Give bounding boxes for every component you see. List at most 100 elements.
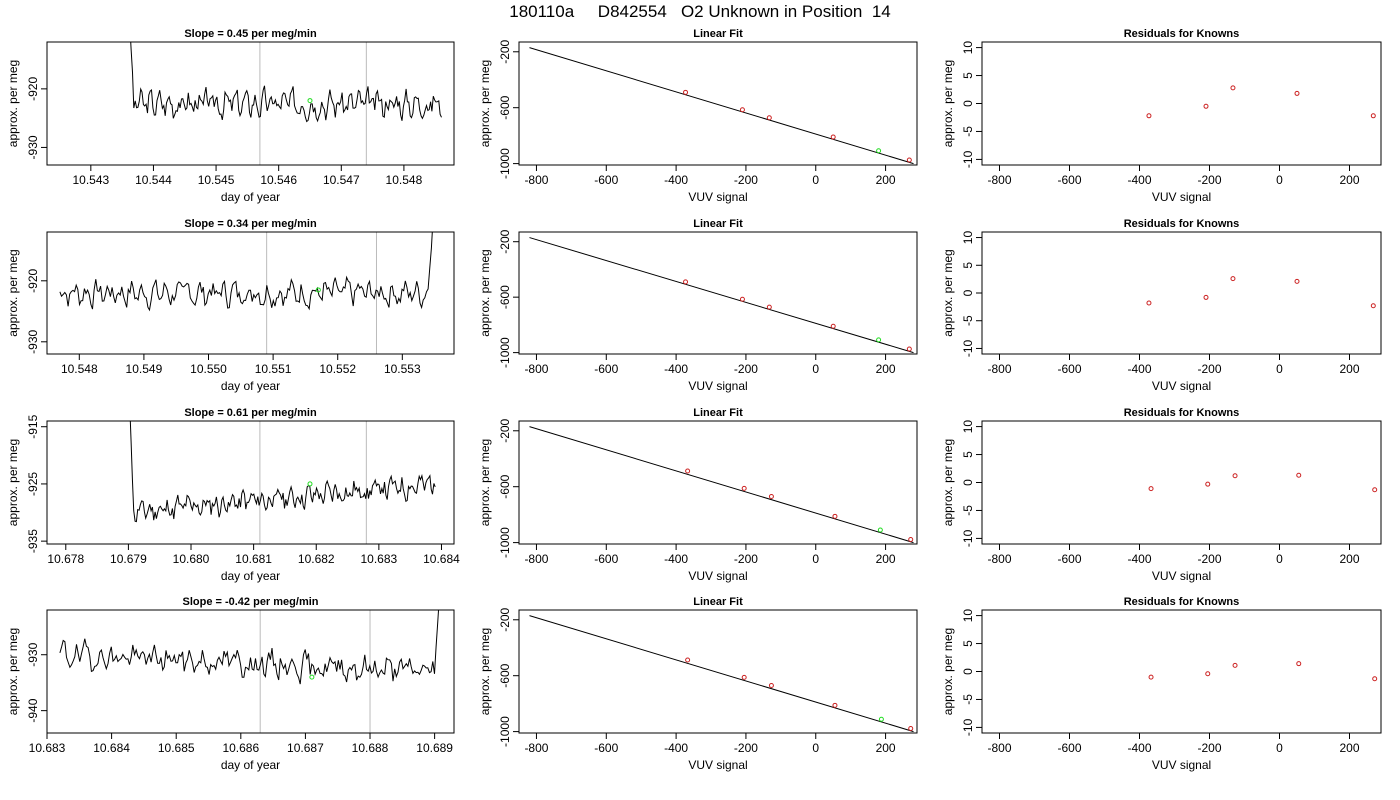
y-tick-label: 5 [961,451,975,458]
y-axis-label: approx. per meg [6,249,20,336]
x-tick-label: 10.689 [416,741,453,755]
fit-line [529,237,914,354]
chart-title: Residuals for Knowns [1124,28,1240,40]
known-point [1370,113,1376,119]
known-point [1146,300,1152,306]
known-point [1203,103,1209,109]
y-tick-label: -1000 [498,716,512,747]
y-axis-label: approx. per meg [941,60,955,147]
series-line [59,610,440,685]
plot-frame [981,420,1382,545]
y-axis-label: approx. per meg [941,628,955,715]
x-tick-label: 10.684 [93,741,130,755]
chart-title: Slope = 0.61 per meg/min [184,407,317,419]
page-title: 180110a D842554 O2 Unknown in Position 1… [509,2,891,21]
x-tick-label: -200 [1197,173,1221,187]
x-tick-label: 200 [876,552,896,566]
y-axis-label: approx. per meg [941,249,955,336]
x-tick-label: -200 [734,173,758,187]
plot-area [529,426,914,544]
x-tick-label: 10.679 [110,552,147,566]
y-tick-label: -200 [498,229,512,253]
known-point [739,107,745,113]
x-tick-label: 10.549 [126,362,163,376]
x-axis-label: VUV signal [688,758,747,772]
x-tick-label: -800 [987,173,1011,187]
known-point [1230,85,1236,91]
chart-panel-1: Slope = 0.45 per meg/min day of year appro… [6,28,455,204]
x-tick-label: -200 [1197,741,1221,755]
plot-area [1148,472,1378,493]
unknown-point [307,481,313,487]
chart-panel-12: Residuals for Knowns VUV signal approx. pe… [941,596,1382,772]
y-tick-label: -200 [498,607,512,631]
x-tick-label: 10.681 [235,552,272,566]
known-point [908,726,914,732]
chart-panel-3: Slope = 0.61 per meg/min day of year appro… [6,407,460,583]
x-tick-label: 10.548 [386,173,423,187]
known-point [908,537,914,543]
x-tick-label: 10.683 [29,741,66,755]
plot-frame [981,231,1382,355]
x-tick-label: 10.546 [260,173,297,187]
x-tick-label: 10.543 [72,173,109,187]
y-tick-label: 5 [961,262,975,269]
x-tick-label: -200 [1197,552,1221,566]
x-tick-label: 10.687 [287,741,324,755]
x-tick-label: 200 [1339,741,1359,755]
x-tick-label: -400 [664,362,688,376]
known-point [1372,676,1378,682]
x-axis-label: day of year [221,190,280,204]
chart-title: Residuals for Knowns [1124,407,1240,419]
plot-area [529,47,914,165]
x-tick-label: 10.678 [47,552,84,566]
y-tick-label: -925 [26,472,40,496]
x-tick-label: 10.547 [323,173,360,187]
y-tick-label: -1000 [498,527,512,558]
x-tick-label: 10.683 [361,552,398,566]
x-axis-label: day of year [221,569,280,583]
x-tick-label: 0 [1276,552,1283,566]
x-tick-label: -400 [664,173,688,187]
y-axis-label: approx. per meg [478,439,492,526]
known-point [768,682,774,688]
plot-frame [518,420,918,545]
x-tick-label: 10.552 [319,362,356,376]
x-tick-label: -600 [594,552,618,566]
known-point [1294,90,1300,96]
x-axis-label: VUV signal [688,190,747,204]
plot-frame [46,41,455,166]
y-tick-label: -930 [26,329,40,353]
x-tick-label: -400 [1127,362,1151,376]
known-point [768,493,774,499]
chart-panel-4: Slope = -0.42 per meg/min day of year appr… [6,596,455,772]
fit-line [529,615,914,733]
x-tick-label: 0 [1276,173,1283,187]
plot-frame [46,231,455,355]
known-point [741,485,747,491]
y-tick-label: -1000 [498,337,512,368]
known-point [1148,674,1154,680]
unknown-point [307,98,313,104]
chart-title: Slope = -0.42 per meg/min [182,596,318,608]
x-tick-label: 10.545 [198,173,235,187]
x-tick-label: -400 [1127,552,1151,566]
x-tick-label: -800 [987,552,1011,566]
known-point [1205,481,1211,487]
y-tick-label: -5 [961,505,975,516]
chart-title: Slope = 0.34 per meg/min [184,218,317,230]
known-point [830,323,836,329]
plot-area [529,237,914,354]
y-tick-label: -600 [498,95,512,119]
unknown-point [876,148,882,154]
y-tick-label: 10 [961,41,975,55]
x-tick-label: -800 [987,741,1011,755]
x-tick-label: -600 [1057,741,1081,755]
x-axis-label: VUV signal [688,379,747,393]
chart-title: Residuals for Knowns [1124,596,1240,608]
x-tick-label: -800 [524,741,548,755]
y-tick-label: -915 [26,414,40,438]
